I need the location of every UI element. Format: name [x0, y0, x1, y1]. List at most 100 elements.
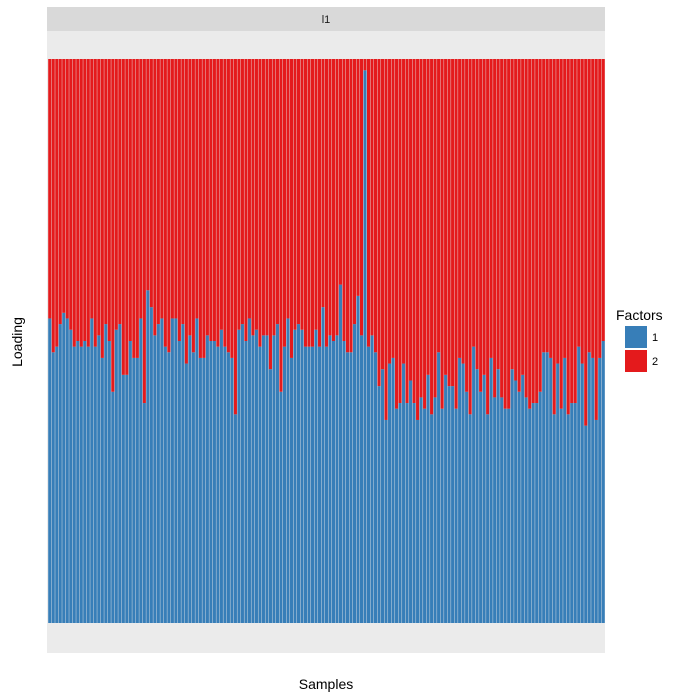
- bar-segment-factor-1: [517, 391, 521, 623]
- bar-segment-factor-1: [514, 380, 518, 623]
- bar-segment-factor-1: [556, 363, 560, 623]
- bar-segment-factor-2: [563, 59, 567, 358]
- bar-segment-factor-2: [461, 59, 465, 364]
- bar-segment-factor-1: [93, 346, 97, 623]
- legend-key: [625, 350, 647, 372]
- bar-segment-factor-1: [191, 352, 195, 623]
- bar-segment-factor-1: [188, 335, 192, 623]
- bars-group: [48, 59, 605, 623]
- bar-segment-factor-1: [367, 346, 371, 623]
- bar-segment-factor-2: [202, 59, 206, 358]
- bar-segment-factor-1: [153, 335, 157, 623]
- bar-segment-factor-1: [409, 380, 413, 623]
- bar-segment-factor-2: [454, 59, 458, 409]
- bar-segment-factor-2: [132, 59, 136, 358]
- bar-segment-factor-1: [265, 335, 269, 623]
- bar-segment-factor-2: [223, 59, 227, 347]
- bar-segment-factor-1: [437, 352, 441, 623]
- bar-segment-factor-2: [195, 59, 199, 319]
- bar-segment-factor-2: [391, 59, 395, 358]
- bar-segment-factor-2: [174, 59, 178, 319]
- bar-segment-factor-2: [247, 59, 251, 319]
- bar-segment-factor-1: [219, 329, 223, 623]
- bar-segment-factor-1: [398, 403, 402, 623]
- bar-segment-factor-2: [468, 59, 472, 415]
- bar-segment-factor-1: [584, 425, 588, 623]
- bar-segment-factor-1: [507, 408, 511, 623]
- bar-segment-factor-1: [388, 363, 392, 623]
- facet-strip: [47, 7, 605, 31]
- bar-segment-factor-2: [142, 59, 146, 404]
- bar-segment-factor-2: [219, 59, 223, 330]
- y-axis-title: Loading: [9, 317, 25, 367]
- bar-segment-factor-2: [405, 59, 409, 404]
- bar-segment-factor-1: [402, 363, 406, 623]
- bar-segment-factor-2: [48, 59, 52, 319]
- bar-segment-factor-1: [198, 357, 202, 623]
- bar-segment-factor-2: [111, 59, 115, 392]
- bar-segment-factor-2: [342, 59, 346, 341]
- bar-segment-factor-2: [181, 59, 185, 325]
- bar-segment-factor-2: [107, 59, 111, 341]
- bar-segment-factor-1: [289, 357, 294, 623]
- bar-segment-factor-1: [381, 369, 385, 623]
- bar-segment-factor-1: [549, 357, 553, 623]
- bar-segment-factor-2: [338, 59, 343, 285]
- bar-segment-factor-2: [314, 59, 318, 330]
- bar-segment-factor-2: [598, 59, 602, 358]
- bar-segment-factor-2: [167, 59, 171, 353]
- legend: Factors 1 2: [616, 307, 663, 372]
- bar-segment-factor-1: [538, 391, 542, 623]
- bar-segment-factor-1: [310, 346, 315, 623]
- bar-segment-factor-2: [153, 59, 157, 336]
- bar-segment-factor-1: [479, 391, 483, 623]
- bar-segment-factor-2: [531, 59, 535, 404]
- bar-segment-factor-1: [500, 397, 504, 623]
- bar-segment-factor-1: [531, 403, 535, 623]
- bar-segment-factor-2: [384, 59, 388, 420]
- bar-segment-factor-2: [149, 59, 153, 308]
- bar-segment-factor-1: [282, 346, 286, 623]
- bar-segment-factor-1: [48, 318, 52, 623]
- bar-segment-factor-2: [254, 59, 258, 330]
- bar-segment-factor-2: [83, 59, 87, 341]
- bar-segment-factor-1: [100, 357, 104, 623]
- bar-segment-factor-1: [177, 341, 181, 623]
- bar-segment-factor-2: [440, 59, 444, 409]
- bar-segment-factor-2: [451, 59, 455, 387]
- bar-segment-factor-1: [454, 408, 458, 623]
- bar-segment-factor-1: [412, 403, 416, 623]
- bar-segment-factor-1: [598, 357, 602, 623]
- bar-segment-factor-2: [310, 59, 315, 347]
- bar-segment-factor-2: [114, 59, 118, 330]
- bar-segment-factor-1: [342, 341, 346, 623]
- x-axis-title: Samples: [299, 676, 353, 692]
- bar-segment-factor-1: [72, 346, 76, 623]
- bar-segment-factor-2: [345, 59, 350, 353]
- bar-segment-factor-1: [374, 352, 378, 623]
- bar-segment-factor-2: [549, 59, 553, 358]
- bar-segment-factor-2: [321, 59, 325, 308]
- bar-segment-factor-2: [331, 59, 336, 341]
- bar-segment-factor-2: [79, 59, 83, 347]
- bar-segment-factor-1: [430, 414, 434, 623]
- bar-segment-factor-2: [524, 59, 528, 398]
- bar-segment-factor-1: [125, 374, 129, 623]
- bar-segment-factor-2: [55, 59, 59, 347]
- bar-segment-factor-1: [258, 346, 262, 623]
- bar-segment-factor-1: [349, 352, 353, 623]
- bar-segment-factor-2: [251, 59, 255, 336]
- bar-segment-factor-1: [247, 318, 251, 623]
- bar-segment-factor-1: [440, 408, 444, 623]
- bar-segment-factor-2: [521, 59, 525, 375]
- bar-segment-factor-2: [542, 59, 546, 353]
- bar-segment-factor-1: [391, 357, 395, 623]
- bar-segment-factor-1: [244, 341, 248, 623]
- bar-segment-factor-1: [601, 341, 605, 623]
- bar-segment-factor-1: [251, 335, 255, 623]
- bar-segment-factor-1: [139, 318, 143, 623]
- bar-segment-factor-2: [265, 59, 269, 336]
- bar-segment-factor-1: [472, 346, 476, 623]
- bar-segment-factor-2: [282, 59, 286, 347]
